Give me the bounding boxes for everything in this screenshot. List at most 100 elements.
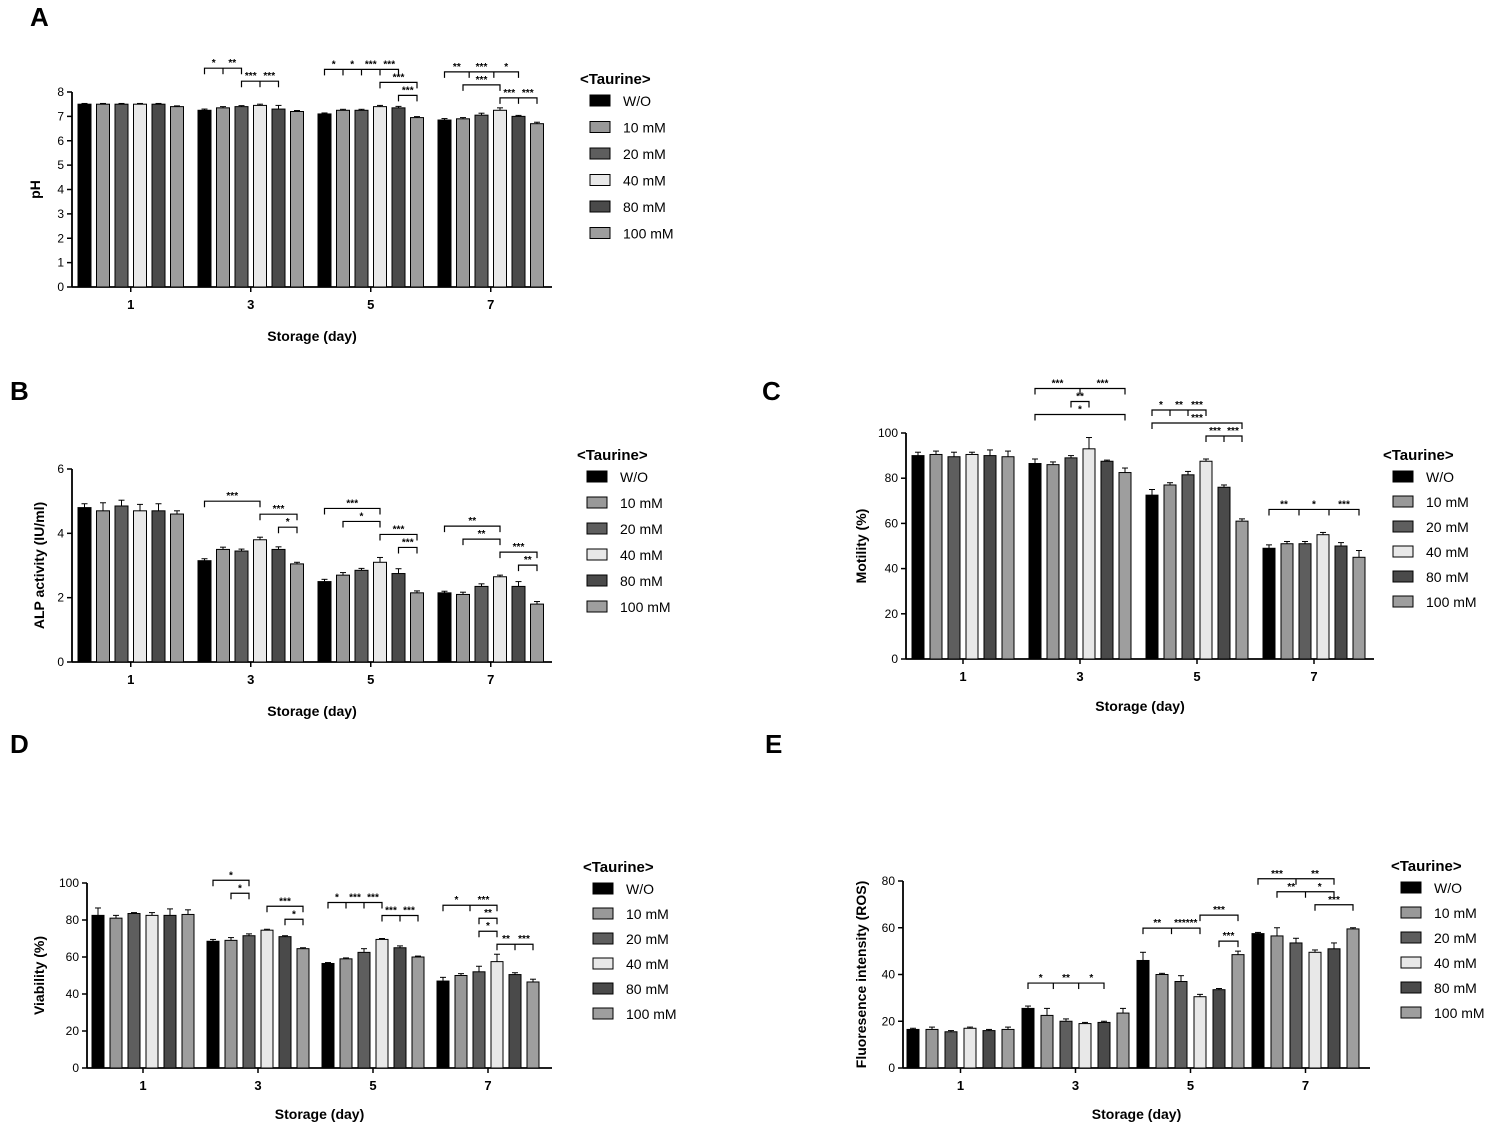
y-tick-label: 80 [885, 471, 899, 485]
significance-label: ** [502, 934, 510, 945]
legend-title: <Taurine> [577, 447, 648, 464]
y-tick-label: 60 [882, 921, 896, 935]
bar-100mm [181, 913, 195, 1069]
bar-20mm [114, 103, 129, 288]
chart-panel-e: E 0 20 40 60 80 Fluoresence intensity (ROS) Sto… [765, 729, 1485, 1122]
significance-bracket [517, 564, 538, 572]
significance-label: * [504, 62, 508, 73]
legend-label: 10 mM [1434, 905, 1477, 921]
bar-20mm [472, 971, 486, 1069]
bar-40mm [253, 104, 267, 288]
significance-bracket [443, 71, 520, 78]
bar-w/o [437, 592, 452, 663]
legend-label: 10 mM [626, 906, 669, 922]
significance-bracket [1034, 413, 1126, 421]
bar-80mm [391, 107, 406, 288]
y-tick-label: 5 [57, 158, 64, 172]
legend-swatch [592, 957, 614, 970]
legend-swatch [589, 227, 611, 239]
bar-w/o [317, 581, 332, 663]
bar-10mm [925, 1028, 939, 1069]
legend-label: 20 mM [1434, 930, 1477, 946]
x-tick-label: 3 [254, 1078, 261, 1093]
significance-label: ** [1076, 392, 1084, 403]
significance-label: * [1039, 973, 1043, 984]
significance-label: *** [1191, 413, 1203, 424]
y-tick-label: 60 [885, 516, 899, 530]
chart-panel-c: C 0 20 40 60 80 100 Motility (%) Storage (day) 1 3… [762, 376, 1477, 714]
bar-w/o [321, 962, 335, 1069]
significance-bracket [284, 918, 304, 926]
legend-swatch [1400, 981, 1422, 994]
bar-40mm [965, 453, 979, 660]
bar-80mm [271, 108, 286, 288]
significance-label: *** [279, 896, 291, 907]
significance-label: *** [393, 524, 405, 535]
legend-swatch [589, 174, 611, 186]
significance-bracket [478, 917, 498, 925]
bar-10mm [1270, 935, 1284, 1069]
bar-100mm [411, 956, 425, 1069]
significance-label: *** [522, 88, 534, 99]
significance-label: *** [367, 893, 379, 904]
bar-40mm [1082, 448, 1096, 660]
significance-bracket [1314, 904, 1354, 911]
y-tick-label: 4 [57, 526, 64, 540]
significance-label: ** [468, 516, 476, 527]
y-tick-label: 2 [57, 591, 64, 605]
legend-swatch [1392, 470, 1414, 483]
significance-label: * [1318, 882, 1322, 893]
y-axis-title: pH [27, 180, 43, 199]
significance-label: * [1159, 400, 1163, 411]
y-tick-label: 40 [885, 562, 899, 576]
legend: <Taurine> W/O 10 mM 20 mM 40 mM 80 mM 100 mM [1383, 447, 1477, 610]
significance-label: *** [503, 88, 515, 99]
y-tick-label: 8 [57, 85, 64, 99]
bar-w/o [1251, 933, 1265, 1069]
bar-40mm [375, 938, 389, 1069]
legend-label: 10 mM [620, 495, 663, 511]
x-tick-label: 7 [1302, 1078, 1309, 1093]
bar-100mm [1235, 520, 1249, 660]
bar-100mm [1001, 1028, 1015, 1069]
bar-40mm [1193, 996, 1207, 1069]
bar-10mm [456, 593, 470, 663]
x-axis-title: Storage (day) [1095, 698, 1184, 714]
legend-swatch [1392, 570, 1414, 583]
x-tick-label: 7 [1310, 669, 1317, 684]
legend-swatch [592, 982, 614, 995]
x-tick-label: 7 [487, 297, 494, 312]
bar-80mm [271, 548, 286, 663]
bar-w/o [1145, 494, 1159, 660]
bar-w/o [911, 455, 925, 660]
significance-label: *** [226, 491, 238, 502]
legend-swatch [586, 470, 608, 483]
bar-w/o [197, 109, 212, 288]
x-tick-label: 1 [127, 672, 134, 687]
bar-w/o [437, 119, 452, 288]
bar-20mm [944, 1031, 958, 1069]
legend: <Taurine> W/O 10 mM 20 mM 40 mM 80 mM 100 mM [1391, 858, 1485, 1021]
y-tick-label: 0 [57, 280, 64, 294]
bar-40mm [260, 929, 274, 1069]
significance-label: *** [1223, 931, 1235, 942]
legend-label: 80 mM [623, 199, 666, 215]
legend-label: 20 mM [623, 146, 666, 162]
bar-20mm [1064, 457, 1078, 660]
significance-label: *** [346, 498, 358, 509]
bar-w/o [1028, 463, 1042, 660]
significance-label: * [238, 883, 242, 894]
bar-10mm [1040, 1014, 1054, 1069]
significance-label: * [486, 921, 490, 932]
significance-label: *** [383, 59, 395, 70]
panel-letter: A [30, 2, 49, 32]
significance-bracket [443, 525, 501, 533]
bar-10mm [224, 939, 238, 1069]
panel-letter: D [10, 729, 29, 759]
bar-40mm [1199, 460, 1213, 660]
significance-label: *** [1227, 426, 1239, 437]
chart-panel-b: B 0 2 4 6 ALP activity (IU/ml) Storage (day) 1 3… [10, 376, 671, 719]
x-axis-title: Storage (day) [1092, 1106, 1181, 1122]
significance-label: ****** [1174, 918, 1197, 929]
